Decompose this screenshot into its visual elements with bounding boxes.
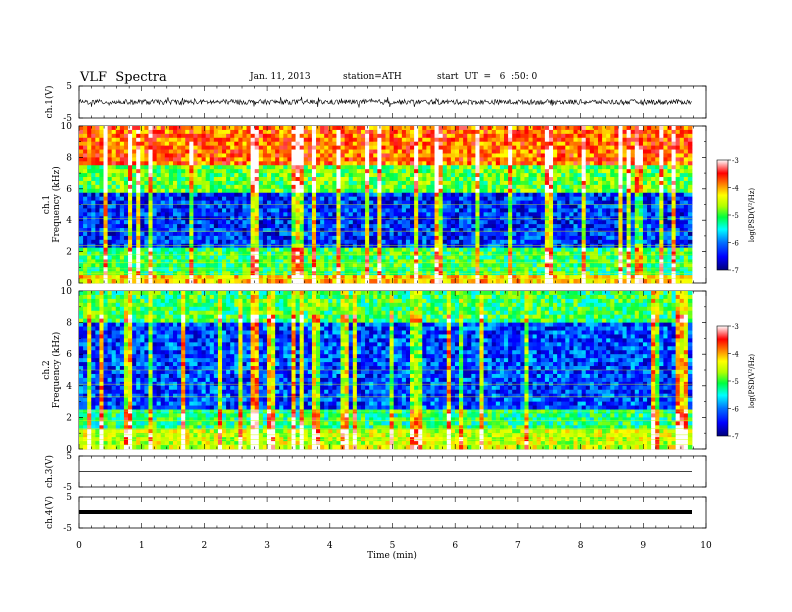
y-axis-label: ch.4(V)	[44, 496, 55, 529]
y-axis-label: ch.1(V)	[44, 86, 55, 119]
colorbar-label: log(PSD(V²/Hz)	[748, 188, 756, 243]
colorbar	[716, 159, 729, 271]
x-axis-label: Time (min)	[367, 550, 417, 561]
y-tick-label: 6	[66, 350, 72, 360]
y-tick-label: 4	[66, 382, 72, 392]
x-tick-label: 9	[640, 541, 646, 551]
x-tick-label: 7	[515, 541, 521, 551]
y-tick-label: 5	[66, 82, 72, 92]
y-tick-label: 5	[66, 493, 72, 503]
colorbar-label: log(PSD(V²/Hz)	[748, 354, 756, 409]
x-tick-label: 6	[452, 541, 458, 551]
colorbars: -3 -4 -5 -6 -7 log(PSD(V²/Hz) -3 -4 -5 -6 -7 log(PS…	[716, 157, 756, 441]
colorbar-tick-label: -5	[732, 378, 739, 386]
y-axis-label: Frequency (kHz)	[51, 332, 62, 409]
colorbar-tick-label: -3	[732, 323, 739, 331]
channel-label: ch.1	[42, 195, 52, 214]
ch4-waveform-line	[79, 510, 692, 514]
colorbar-tick-label: -6	[732, 406, 739, 414]
y-axis-label: Frequency (kHz)	[51, 166, 62, 243]
colorbar-tick-label: -7	[732, 433, 739, 441]
y-tick-label: 8	[66, 153, 72, 163]
y-tick-label: 10	[61, 122, 73, 132]
y-tick-label: -5	[63, 524, 72, 534]
colorbar-tick-label: -7	[732, 267, 739, 275]
y-axis-label: ch.3(V)	[44, 455, 55, 488]
x-tick-label: 10	[700, 541, 712, 551]
y-tick-label: 6	[66, 185, 72, 195]
y-tick-label: 0	[66, 445, 72, 455]
x-tick-label: 5	[390, 541, 396, 551]
y-tick-label: 5	[66, 452, 72, 462]
x-tick-label: 0	[76, 541, 82, 551]
x-tick-label: 4	[327, 541, 333, 551]
x-tick-label: 2	[202, 541, 208, 551]
y-tick-label: 2	[66, 413, 72, 423]
channel-label: ch.2	[42, 360, 52, 379]
colorbar-tick-label: -4	[732, 351, 739, 359]
colorbar-tick-label: -3	[732, 157, 739, 165]
y-tick-label: -5	[63, 483, 72, 493]
y-tick-label: 4	[66, 216, 72, 226]
x-tick-label: 3	[264, 541, 270, 551]
colorbar	[716, 325, 729, 437]
ch2-spectrogram	[79, 291, 693, 450]
station-label: station=ATH	[343, 72, 402, 82]
y-tick-label: 8	[66, 319, 72, 329]
y-tick-label: 2	[66, 248, 72, 258]
y-tick-label: -5	[63, 114, 72, 124]
colorbar-tick-label: -5	[732, 212, 739, 220]
x-tick-label: 1	[139, 541, 145, 551]
ch1-waveform-line	[78, 96, 692, 108]
date-label: Jan. 11, 2013	[250, 72, 311, 82]
colorbar-tick-label: -4	[732, 185, 739, 193]
y-tick-label: 0	[66, 279, 72, 289]
x-tick-label: 8	[578, 541, 584, 551]
start-time-label: start UT = 6 :50: 0	[437, 72, 538, 82]
figure-title: VLF Spectra	[80, 70, 167, 85]
ch1-spectrogram	[79, 126, 693, 284]
y-tick-label: 10	[61, 287, 73, 297]
colorbar-tick-label: -6	[732, 240, 739, 248]
